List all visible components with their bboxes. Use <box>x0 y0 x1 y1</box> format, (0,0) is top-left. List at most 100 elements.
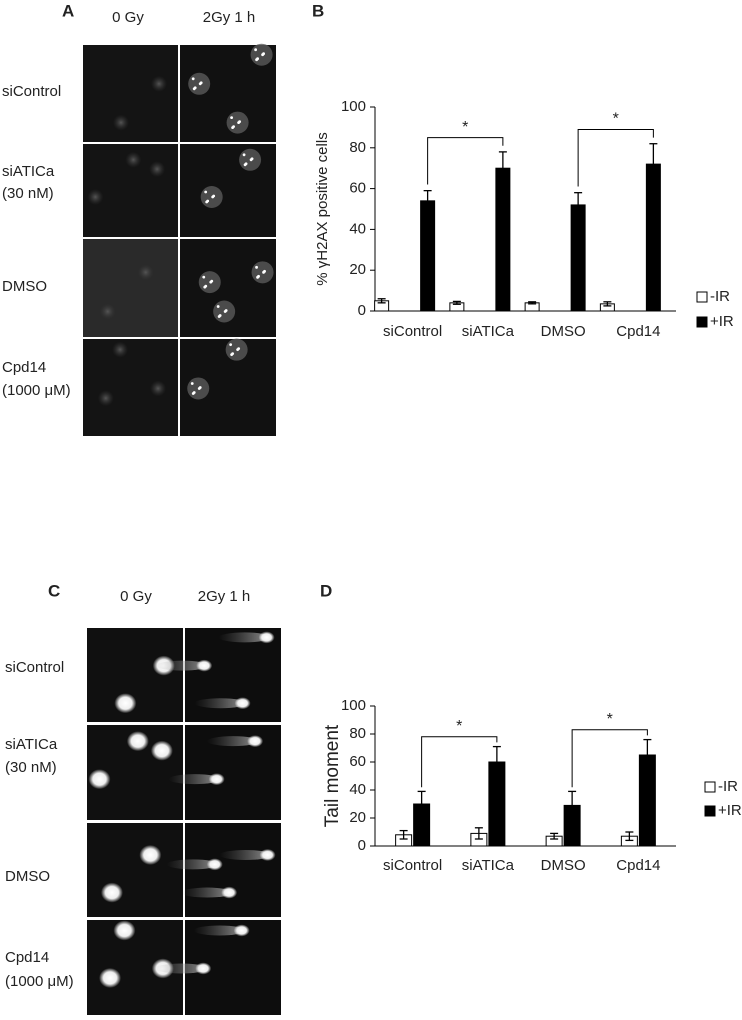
y-tick-label: 40 <box>349 781 366 798</box>
focus <box>204 284 208 288</box>
focus <box>191 77 195 81</box>
focus <box>262 52 265 56</box>
comet-head <box>139 844 162 865</box>
bar <box>495 167 511 312</box>
comet-head <box>113 920 136 941</box>
error-bar <box>452 300 461 305</box>
error-bar <box>399 829 408 840</box>
comet-tail <box>156 660 209 671</box>
legend-label: -IR <box>718 778 738 795</box>
comet-head <box>233 924 250 937</box>
comet-head <box>234 697 251 710</box>
comet-tail <box>219 849 272 860</box>
significance-label: * <box>607 711 613 728</box>
nucleus <box>97 390 114 407</box>
error-bar <box>474 827 483 840</box>
comet-tail <box>168 774 221 785</box>
focus <box>256 57 259 61</box>
comet-tail <box>193 925 246 936</box>
focus <box>199 81 203 85</box>
significance-label: * <box>456 718 462 735</box>
panel-letter: D <box>320 581 332 600</box>
row-label: (1000 μM) <box>2 382 71 399</box>
column-header: 0 Gy <box>112 9 144 26</box>
x-tick-label: DMSO <box>541 857 586 874</box>
error-bar <box>643 738 652 772</box>
error-bar <box>550 832 559 840</box>
panel-letter: A <box>62 1 74 20</box>
error-bar <box>377 298 386 304</box>
bar <box>570 204 586 312</box>
nucleus <box>150 380 167 397</box>
micrograph <box>83 239 178 337</box>
comet-head <box>221 886 238 899</box>
panel-letter: C <box>48 581 60 600</box>
focus <box>250 157 254 161</box>
focus <box>206 199 210 203</box>
focus <box>231 352 235 356</box>
row-label: DMSO <box>2 278 47 295</box>
focus <box>204 190 208 194</box>
row-label: siControl <box>5 659 64 676</box>
significance-label: * <box>462 119 468 136</box>
row-label: DMSO <box>5 868 50 885</box>
comet-tail <box>155 963 208 974</box>
comet-head <box>114 693 137 714</box>
comet-tail <box>166 859 219 870</box>
significance-label: * <box>613 111 619 128</box>
focus <box>242 153 246 157</box>
y-tick-label: 0 <box>358 837 366 854</box>
row-label: Cpd14 <box>2 359 46 376</box>
column-header: 2Gy 1 h <box>198 588 251 605</box>
focus <box>229 343 233 347</box>
comet-head <box>150 740 173 761</box>
y-tick-label: 100 <box>341 697 366 714</box>
significance-bracket <box>571 729 648 788</box>
error-bar <box>568 790 577 821</box>
x-tick-label: siATICa <box>462 857 515 874</box>
nucleus <box>125 151 142 168</box>
micrograph <box>180 239 276 337</box>
focus <box>224 309 228 312</box>
legend-swatch <box>704 805 716 817</box>
legend-swatch <box>696 291 708 303</box>
comet-head <box>99 967 122 988</box>
y-tick-label: 60 <box>349 753 366 770</box>
panel-letter: B <box>312 1 324 20</box>
nucleus <box>149 161 166 178</box>
focus <box>238 120 242 123</box>
row-label: (30 nM) <box>5 759 57 776</box>
y-axis-label: Tail moment <box>322 724 343 827</box>
x-tick-label: Cpd14 <box>616 323 660 340</box>
focus <box>192 391 196 394</box>
focus <box>218 314 222 317</box>
y-tick-label: 40 <box>349 220 366 237</box>
nucleus <box>151 75 167 92</box>
focus <box>254 48 257 52</box>
significance-bracket <box>421 736 498 788</box>
comet-head <box>88 769 111 790</box>
error-bar <box>498 151 507 186</box>
y-tick-label: 100 <box>341 98 366 115</box>
row-label: siATICa <box>2 163 55 180</box>
focus <box>257 274 260 278</box>
error-bar <box>423 189 432 212</box>
nucleus <box>137 264 154 281</box>
bar <box>420 200 436 312</box>
focus <box>237 347 241 351</box>
y-tick-label: 0 <box>358 302 366 319</box>
column-header: 2Gy 1 h <box>203 9 256 26</box>
focus <box>232 125 236 128</box>
column-header: 0 Gy <box>120 588 152 605</box>
focus <box>216 305 220 308</box>
legend-swatch <box>696 316 708 328</box>
focus <box>255 265 258 269</box>
x-tick-label: siATICa <box>462 323 515 340</box>
row-label: siATICa <box>5 736 58 753</box>
legend-label: +IR <box>718 802 742 819</box>
bar <box>645 163 661 312</box>
comet-head <box>126 731 149 752</box>
legend-swatch <box>704 781 716 793</box>
row-label: Cpd14 <box>5 949 49 966</box>
